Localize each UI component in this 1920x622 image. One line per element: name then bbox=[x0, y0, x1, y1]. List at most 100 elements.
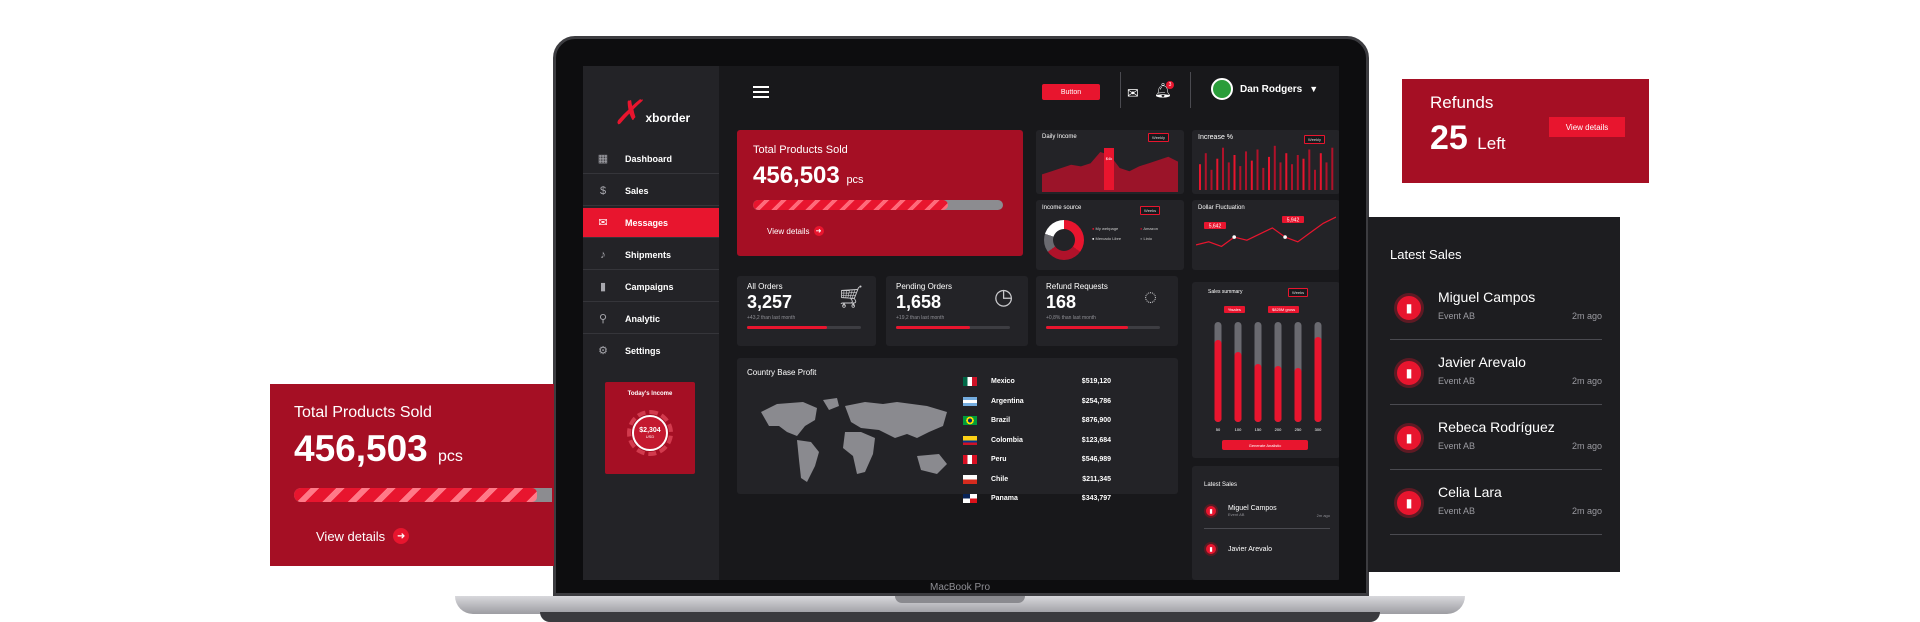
sale-name: Javier Arevalo bbox=[1228, 545, 1272, 553]
menu-icon[interactable] bbox=[753, 86, 769, 98]
country-name: Panama bbox=[991, 495, 1018, 503]
list-item[interactable]: ▮ Celia Lara Event AB 2m ago bbox=[1390, 470, 1602, 535]
sale-time: 2m ago bbox=[1316, 512, 1330, 518]
summary-bar-label: 300 bbox=[1315, 427, 1322, 432]
arrow-right-icon: ➜ bbox=[813, 226, 824, 236]
sale-name: Rebeca Rodríguez bbox=[1438, 419, 1555, 435]
fluctuation-label-2: 5,942 bbox=[1287, 218, 1300, 224]
peru-flag-icon bbox=[963, 455, 977, 465]
increase-bar bbox=[1245, 151, 1247, 190]
refresh-icon: ◌ bbox=[1144, 284, 1158, 309]
refund-requests-progress-fill bbox=[1046, 326, 1129, 329]
sales-summary-select[interactable]: Weeks bbox=[1288, 288, 1309, 297]
dollar-icon: $ bbox=[599, 184, 607, 197]
sale-sub: Event AB bbox=[1438, 376, 1476, 386]
south-america-shape bbox=[797, 440, 819, 482]
country-value: $254,786 bbox=[1081, 397, 1111, 405]
divider bbox=[1204, 528, 1330, 529]
sidebar-item-sales[interactable]: $ Sales bbox=[583, 176, 719, 206]
gear-icon: ⚙ bbox=[598, 345, 608, 357]
summary-bar bbox=[1234, 352, 1242, 422]
pending-orders-card: Pending Orders 1,658 +19,2 than last mon… bbox=[886, 276, 1028, 346]
laptop-base-shadow bbox=[540, 612, 1380, 622]
fluctuation-label-1: 5,642 bbox=[1209, 224, 1222, 230]
sale-time: 2m ago bbox=[1571, 441, 1602, 451]
sidebar-item-messages[interactable]: ✉ Messages bbox=[583, 208, 719, 238]
mail-icon[interactable]: ✉ bbox=[1127, 85, 1139, 101]
country-value: $876,900 bbox=[1081, 417, 1111, 425]
generate-analistic-button[interactable]: Generate Analistic bbox=[1222, 440, 1308, 450]
summary-bar bbox=[1274, 366, 1282, 422]
colombia-flag-icon bbox=[963, 435, 977, 445]
sidebar-item-label: Shipments bbox=[625, 249, 672, 260]
sidebar-item-analytic[interactable]: ⚲ Analytic bbox=[583, 304, 719, 334]
view-details-link[interactable]: View details ➜ bbox=[767, 226, 824, 236]
summary-bar-label: 100 bbox=[1235, 427, 1242, 432]
avatar bbox=[1211, 78, 1233, 100]
pending-orders-progress bbox=[896, 326, 1010, 329]
increase-bar bbox=[1325, 162, 1328, 190]
country-row[interactable]: Argentina $254,786 bbox=[963, 392, 1111, 412]
income-source-select[interactable]: Weeks bbox=[1140, 206, 1161, 215]
list-item[interactable]: ▮ Javier Arevalo bbox=[1204, 542, 1330, 556]
pending-orders-sub: +19,2 than last month bbox=[896, 315, 945, 321]
list-item[interactable]: ▮ Rebeca Rodríguez Event AB 2m ago bbox=[1390, 405, 1602, 470]
country-row[interactable]: Mexico $519,120 bbox=[963, 372, 1111, 392]
daily-income-select[interactable]: Weekly bbox=[1148, 133, 1170, 142]
daily-income-chart: $4k bbox=[1042, 148, 1178, 192]
increase-bar bbox=[1285, 153, 1288, 190]
sidebar-item-shipments[interactable]: ♪ Shipments bbox=[583, 240, 719, 270]
pending-orders-label: Pending Orders bbox=[896, 282, 953, 291]
sidebar-item-label: Messages bbox=[625, 217, 669, 228]
list-item[interactable]: ▮ Miguel Campos Event AB 2m ago bbox=[1204, 504, 1330, 518]
summary-bar-label: 50 bbox=[1216, 427, 1221, 432]
total-products-number: 456,503 bbox=[753, 162, 840, 189]
increase-bar bbox=[1302, 158, 1305, 190]
float-total-products-unit: pcs bbox=[438, 448, 463, 465]
dollar-fluctuation-card: Dollar Fluctuation 5,642 5,942 bbox=[1192, 200, 1339, 270]
topbar-divider bbox=[1120, 72, 1121, 108]
income-value-badge: $2,304 USD bbox=[632, 415, 668, 451]
refunds-unit: Left bbox=[1477, 134, 1506, 153]
sidebar-item-settings[interactable]: ⚙ Settings bbox=[583, 336, 719, 365]
country-row[interactable]: Brazil $876,900 bbox=[963, 411, 1111, 431]
sales-chart-icon: ▮ bbox=[1394, 488, 1424, 518]
country-row[interactable]: Chile $211,345 bbox=[963, 470, 1111, 490]
increase-bar bbox=[1279, 162, 1282, 190]
float-total-products-panel: Total Products Sold 456,503 pcs View det… bbox=[270, 384, 554, 566]
country-value: $343,797 bbox=[1081, 495, 1111, 503]
increase-bar bbox=[1319, 153, 1322, 190]
increase-title: Increase % bbox=[1198, 134, 1234, 141]
sales-chart-icon: ▮ bbox=[1394, 423, 1424, 453]
brand-logo[interactable]: ✗ xborder bbox=[613, 96, 690, 130]
user-menu[interactable]: Dan Rodgers ▼ bbox=[1211, 78, 1318, 100]
sale-name: Miguel Campos bbox=[1438, 289, 1536, 305]
country-row[interactable]: Peru $546,989 bbox=[963, 450, 1111, 470]
top-action-button[interactable]: Button bbox=[1042, 84, 1100, 100]
sidebar-item-label: Settings bbox=[625, 345, 661, 356]
all-orders-label: All Orders bbox=[747, 282, 783, 291]
todays-income-card[interactable]: Today's Income $2,304 USD bbox=[605, 382, 695, 474]
list-item[interactable]: ▮ Javier Arevalo Event AB 2m ago bbox=[1390, 340, 1602, 405]
sidebar-item-campaigns[interactable]: ▮ Campaigns bbox=[583, 272, 719, 302]
refunds-value: 25 Left bbox=[1430, 119, 1506, 158]
float-view-details-link[interactable]: View details ➜ bbox=[316, 528, 410, 544]
summary-bar-label: 200 bbox=[1275, 427, 1282, 432]
clock-icon: ◷ bbox=[994, 284, 1014, 309]
country-profit-title: Country Base Profit bbox=[747, 368, 817, 377]
income-source-donut bbox=[1044, 220, 1084, 260]
refund-requests-value: 168 bbox=[1046, 292, 1077, 312]
sale-name: Javier Arevalo bbox=[1438, 354, 1526, 370]
greenland-shape bbox=[823, 398, 839, 410]
float-latest-sales-panel: Latest Sales ▮ Miguel Campos Event AB 2m… bbox=[1368, 217, 1620, 572]
refunds-view-details-button[interactable]: View details bbox=[1549, 117, 1625, 137]
summary-bar bbox=[1214, 340, 1222, 422]
sidebar-item-dashboard[interactable]: ▦ Dashboard bbox=[583, 144, 719, 174]
sidebar: ✗ xborder ▦ Dashboard $ Sales ✉ Messages… bbox=[583, 66, 719, 580]
refund-requests-card: Refund Requests 168 +0,8% than last mont… bbox=[1036, 276, 1178, 346]
country-row[interactable]: Panama $343,797 bbox=[963, 489, 1111, 509]
country-row[interactable]: Colombia $123,684 bbox=[963, 431, 1111, 451]
list-item[interactable]: ▮ Miguel Campos Event AB 2m ago bbox=[1390, 275, 1602, 340]
increase-bar bbox=[1331, 147, 1334, 190]
increase-select[interactable]: Weekly bbox=[1304, 135, 1326, 144]
